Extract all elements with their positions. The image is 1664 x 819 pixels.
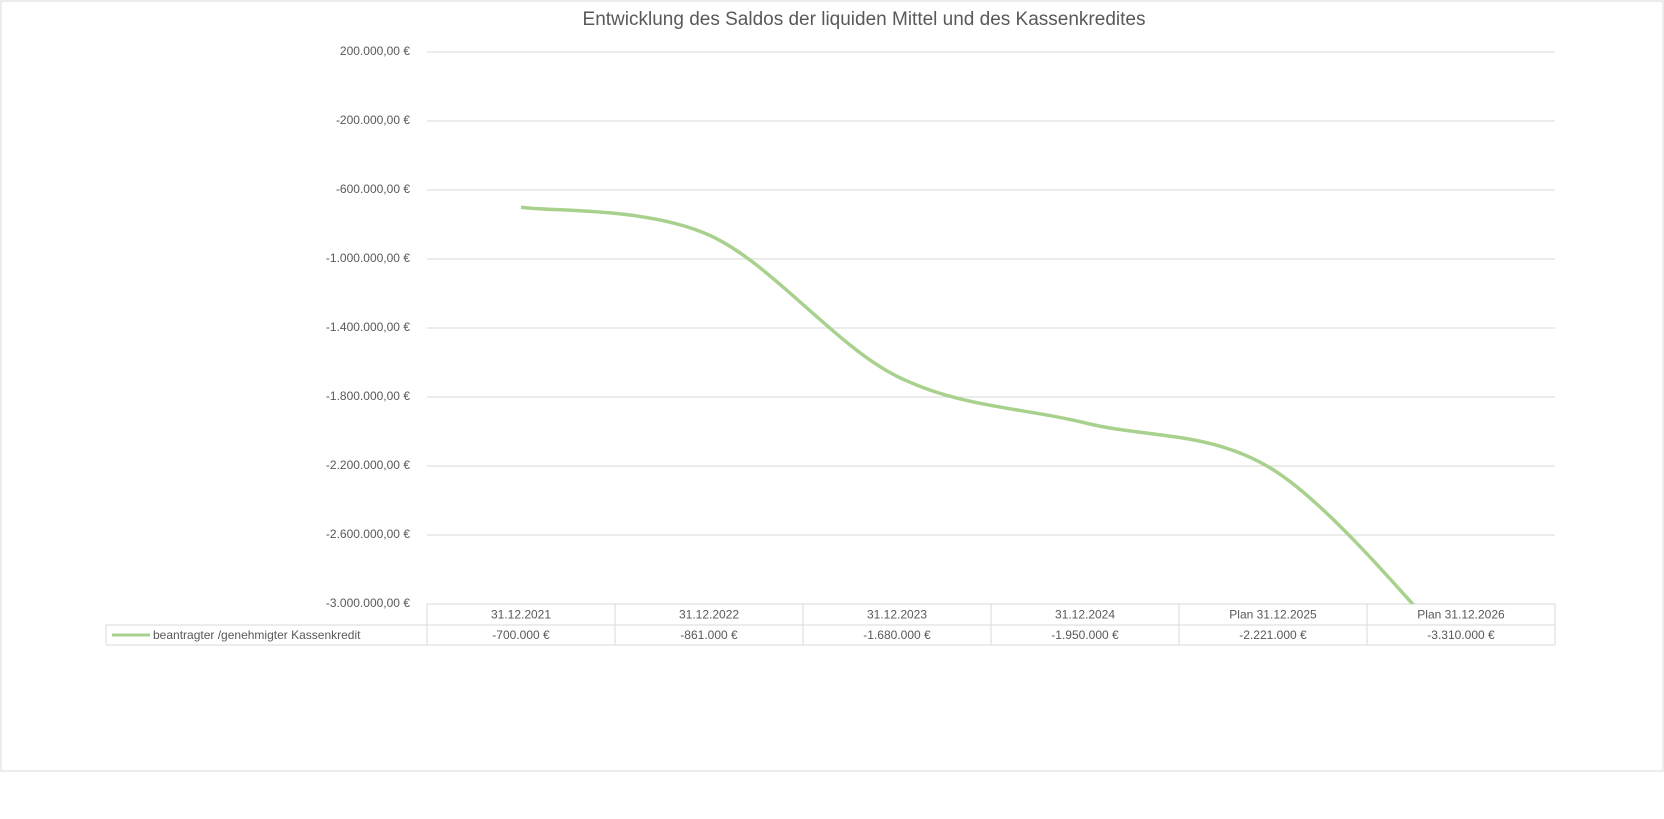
data-table-value: -861.000 € — [680, 628, 738, 642]
y-tick-label: -3.000.000,00 € — [326, 596, 410, 610]
data-table-value: -3.310.000 € — [1427, 628, 1495, 642]
x-tick-label: 31.12.2021 — [491, 608, 551, 622]
x-tick-label: 31.12.2024 — [1055, 608, 1115, 622]
y-tick-label: 200.000,00 € — [340, 44, 410, 58]
x-tick-label: 31.12.2023 — [867, 608, 927, 622]
x-tick-label: Plan 31.12.2025 — [1229, 608, 1317, 622]
x-tick-label: Plan 31.12.2026 — [1417, 608, 1505, 622]
data-table-value: -2.221.000 € — [1239, 628, 1307, 642]
y-tick-label: -1.400.000,00 € — [326, 320, 410, 334]
chart-title: Entwicklung des Saldos der liquiden Mitt… — [583, 9, 1146, 30]
series-line — [520, 205, 1415, 604]
y-tick-label: -2.200.000,00 € — [326, 458, 410, 472]
chart-border — [0, 0, 1664, 772]
data-table-value: -1.950.000 € — [1051, 628, 1119, 642]
y-tick-label: -1.800.000,00 € — [326, 389, 410, 403]
legend-label: beantragter /genehmigter Kassenkredit — [153, 628, 361, 642]
data-table-value: -700.000 € — [492, 628, 550, 642]
x-tick-label: 31.12.2022 — [679, 608, 739, 622]
y-tick-label: -2.600.000,00 € — [326, 527, 410, 541]
y-tick-label: -200.000,00 € — [336, 113, 410, 127]
y-tick-label: -600.000,00 € — [336, 182, 410, 196]
y-tick-label: -1.000.000,00 € — [326, 251, 410, 265]
data-table-value: -1.680.000 € — [863, 628, 931, 642]
